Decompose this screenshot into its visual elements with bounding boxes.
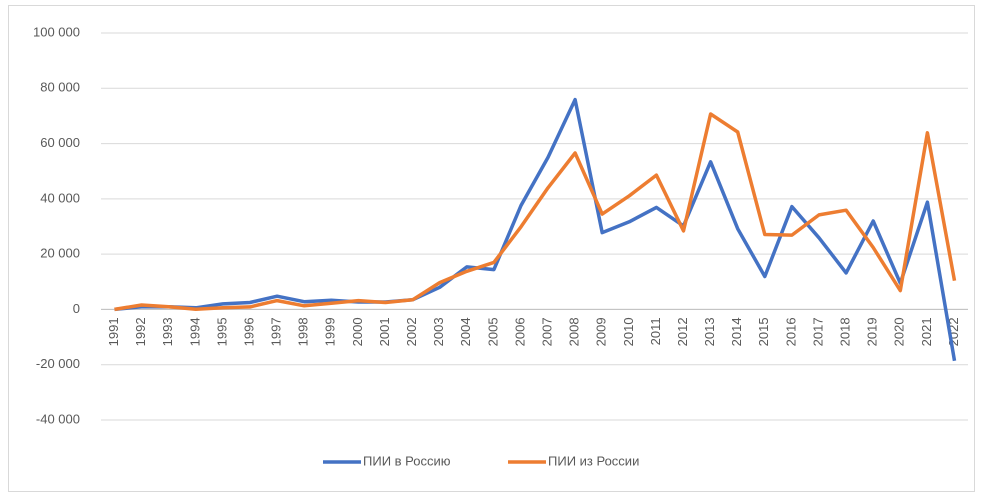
x-tick-label: 2007 — [539, 317, 554, 346]
x-tick-label: 1994 — [187, 317, 202, 346]
x-tick-label: 2014 — [729, 317, 744, 346]
series-line — [114, 112, 957, 312]
x-tick-label: 1992 — [133, 317, 148, 346]
x-tick-label: 2005 — [485, 317, 500, 346]
x-tick-label: 2012 — [675, 317, 690, 346]
x-tick-label: 2021 — [919, 317, 934, 346]
x-tick-label: 2010 — [621, 317, 636, 346]
chart-border — [8, 5, 975, 492]
x-tick-label: 2016 — [783, 317, 798, 346]
x-tick-label: 2004 — [458, 317, 473, 346]
x-tick-label: 2018 — [838, 317, 853, 346]
y-tick-label: 60 000 — [40, 135, 80, 150]
x-tick-label: 2008 — [567, 317, 582, 346]
x-tick-label: 2002 — [404, 317, 419, 346]
x-tick-label: 2003 — [431, 317, 446, 346]
series-line — [114, 97, 957, 362]
y-tick-label: 20 000 — [40, 246, 80, 261]
y-tick-label: 80 000 — [40, 80, 80, 95]
x-tick-label: 1991 — [106, 317, 121, 346]
x-tick-label: 2000 — [350, 317, 365, 346]
x-tick-label: 1993 — [160, 317, 175, 346]
legend-label: ПИИ в Россию — [363, 453, 451, 468]
x-tick-label: 1995 — [214, 317, 229, 346]
x-tick-label: 1996 — [241, 317, 256, 346]
x-tick-label: 2015 — [756, 317, 771, 346]
y-tick-label: 40 000 — [40, 190, 80, 205]
x-tick-label: 2017 — [810, 317, 825, 346]
y-tick-label: 0 — [73, 301, 80, 316]
x-tick-label: 2013 — [702, 317, 717, 346]
y-tick-label: 100 000 — [33, 24, 80, 39]
y-tick-label: -40 000 — [36, 411, 80, 426]
x-tick-label: 1998 — [296, 317, 311, 346]
x-tick-label: 2020 — [892, 317, 907, 346]
x-tick-label: 2009 — [594, 317, 609, 346]
legend-label: ПИИ из России — [548, 453, 639, 468]
x-tick-label: 2006 — [512, 317, 527, 346]
x-tick-label: 2019 — [865, 317, 880, 346]
y-tick-label: -20 000 — [36, 356, 80, 371]
x-tick-label: 1999 — [323, 317, 338, 346]
x-tick-label: 2001 — [377, 317, 392, 346]
x-tick-label: 2011 — [648, 317, 663, 345]
x-tick-label: 1997 — [269, 317, 284, 346]
